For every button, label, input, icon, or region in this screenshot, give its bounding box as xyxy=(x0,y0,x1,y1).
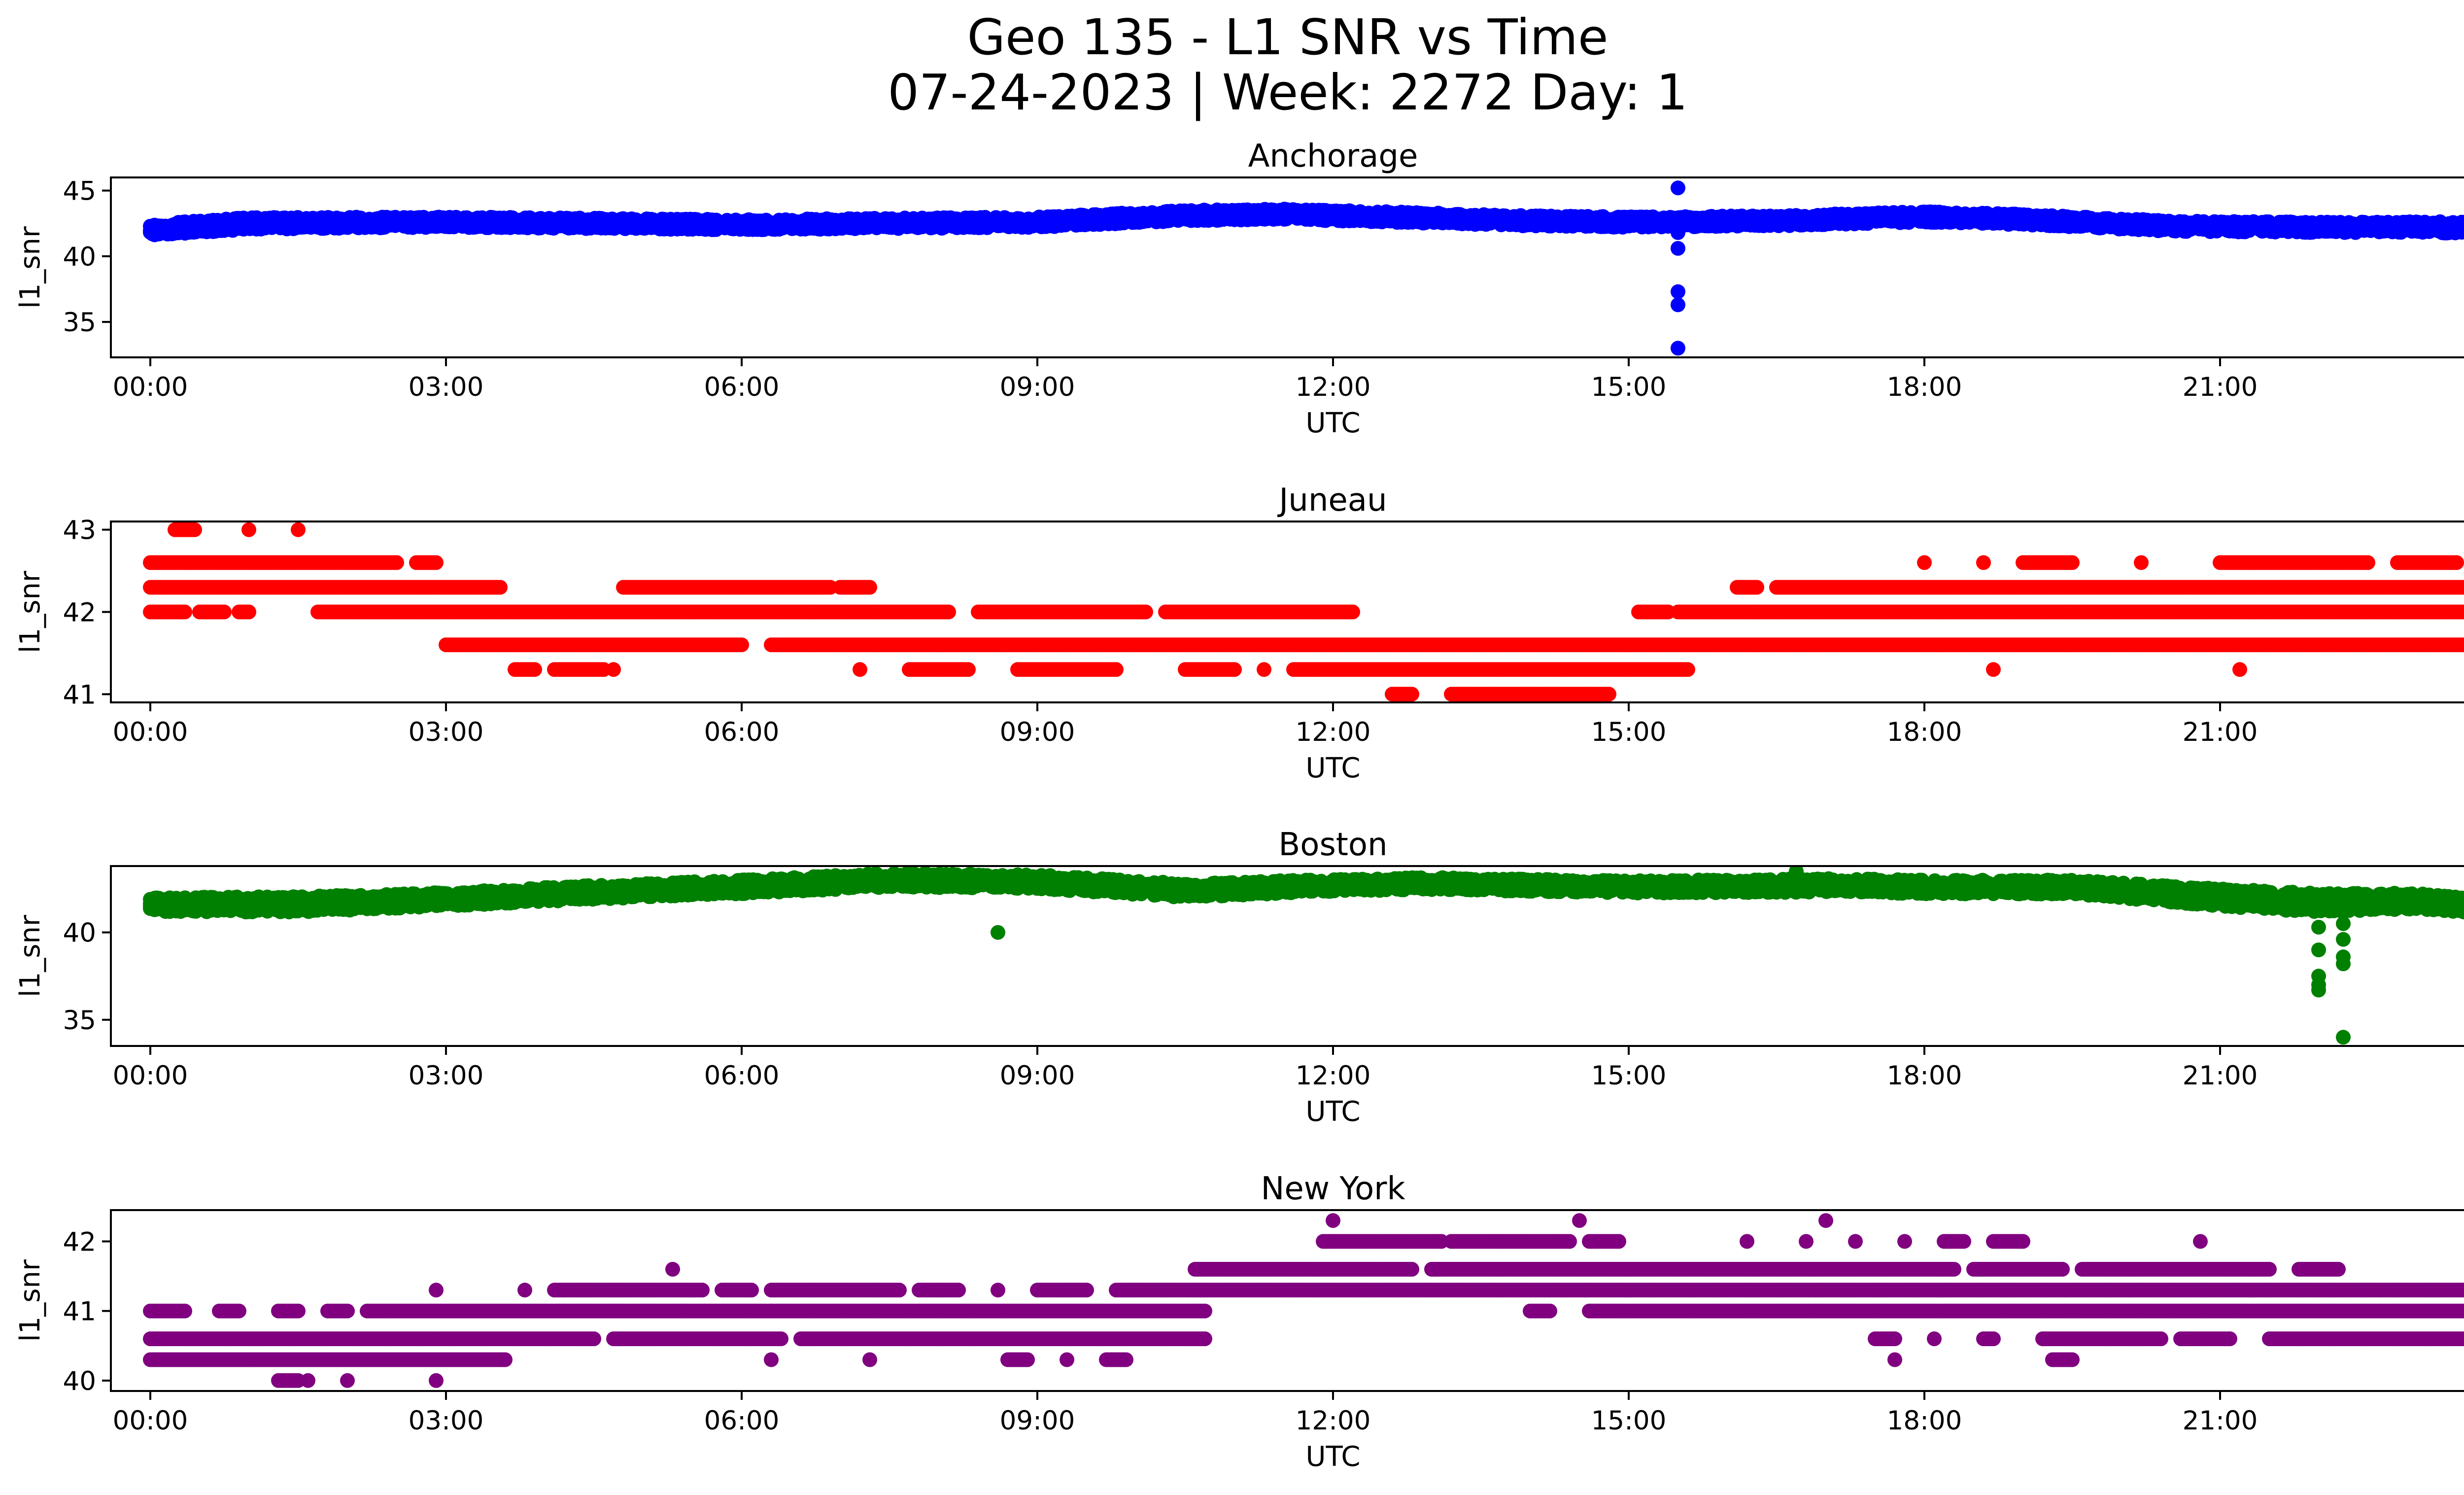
data-point xyxy=(1671,341,1685,356)
data-point xyxy=(1671,284,1685,299)
x-tick-label: 18:00 xyxy=(1887,372,1962,402)
x-axis-label-anchorage: UTC xyxy=(1305,407,1360,439)
x-tick-label: 15:00 xyxy=(1591,372,1667,402)
y-tick-label: 40 xyxy=(63,242,96,272)
y-axis-label-anchorage: l1_snr xyxy=(14,226,46,309)
data-point xyxy=(2134,555,2149,570)
x-tick-label: 06:00 xyxy=(704,372,780,402)
x-tick-label: 03:00 xyxy=(409,372,484,402)
data-point xyxy=(1917,555,1932,570)
subplot-anchorage: Anchorage 00:00 03:00 06:00 09:00 12:00 15:00 1… xyxy=(14,138,2464,439)
data-point xyxy=(241,522,256,537)
data-point xyxy=(1976,555,1991,570)
x-tick-label: 09:00 xyxy=(1000,372,1075,402)
points-anchorage xyxy=(143,180,2464,356)
figure-title-line2: 07-24-2023 | Week: 2272 Day: 1 xyxy=(888,64,1687,121)
data-point xyxy=(1749,580,1764,595)
x-tick-label: 00:00 xyxy=(113,372,188,402)
subplots: Anchorage 00:00 03:00 06:00 09:00 12:00 15:00 1… xyxy=(14,138,2464,1473)
figure-title-line1: Geo 135 - L1 SNR vs Time xyxy=(967,8,1608,66)
data-point xyxy=(493,580,508,595)
data-point xyxy=(2065,555,2080,570)
data-point xyxy=(1671,180,1685,196)
data-point xyxy=(187,522,202,537)
y-tick-label: 45 xyxy=(63,176,96,207)
y-tick-label: 35 xyxy=(63,308,96,338)
data-point xyxy=(291,522,306,537)
data-point xyxy=(1671,225,1685,240)
subplot-title-anchorage: Anchorage xyxy=(1248,138,1418,174)
data-point xyxy=(1671,241,1685,256)
data-point xyxy=(2361,555,2375,570)
data-point xyxy=(429,555,444,570)
x-tick-label: 12:00 xyxy=(1296,372,1371,402)
data-point xyxy=(1671,297,1685,313)
data-point xyxy=(862,580,877,595)
subplot-title-juneau: Juneau xyxy=(1277,482,1387,519)
x-tick-label: 21:00 xyxy=(2183,372,2258,402)
data-point xyxy=(2449,555,2464,570)
data-point xyxy=(389,555,404,570)
